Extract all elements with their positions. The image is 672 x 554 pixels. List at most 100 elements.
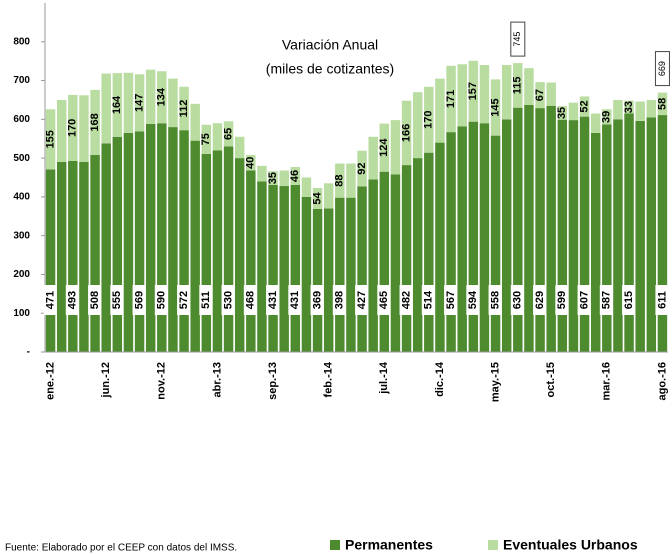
value-label: 572 xyxy=(178,291,190,309)
label-box xyxy=(555,285,570,315)
bar-segment xyxy=(90,155,100,352)
y-tick-label: - xyxy=(27,347,30,358)
x-tick-label: ene.-12 xyxy=(44,362,56,400)
bar-segment xyxy=(179,86,189,131)
label-box xyxy=(533,285,548,315)
bar-segment xyxy=(190,140,200,352)
y-tick-label: 500 xyxy=(13,153,30,164)
value-label: 630 xyxy=(512,291,524,309)
bar-segment xyxy=(45,109,56,170)
bar-segment xyxy=(201,153,212,352)
value-label: 35 xyxy=(267,172,279,184)
bar-segment xyxy=(424,86,434,153)
x-tick-label: sep.-13 xyxy=(267,362,279,400)
bar-segment xyxy=(257,165,267,182)
bar-segment xyxy=(401,165,412,352)
bar-segment xyxy=(279,186,289,352)
bar-segment xyxy=(446,132,456,352)
label-box xyxy=(288,285,303,315)
bar-segment xyxy=(568,102,579,121)
bar-segment xyxy=(134,74,145,132)
value-label: 482 xyxy=(400,291,412,309)
bar-segment xyxy=(246,170,256,352)
total-box xyxy=(654,51,670,87)
bar-segment xyxy=(657,92,668,116)
x-tick-label: dic.-14 xyxy=(434,361,446,397)
x-tick-label: jul.-14 xyxy=(378,361,390,395)
bar-segment xyxy=(323,183,334,209)
label-box xyxy=(43,285,58,315)
bar-segment xyxy=(101,143,111,352)
y-tick-label: 400 xyxy=(13,192,30,203)
value-label: 590 xyxy=(156,291,168,309)
x-tick-label: oct.-15 xyxy=(545,362,557,397)
value-label: 88 xyxy=(334,174,346,186)
bar-segment xyxy=(234,158,245,352)
bar-segment xyxy=(56,99,67,162)
value-label: 157 xyxy=(467,82,479,100)
source: Fuente: Elaborado por el CEEP con datos … xyxy=(5,543,237,554)
bar-segment xyxy=(335,197,345,352)
y-tick-label: 100 xyxy=(13,308,30,319)
bar-segment xyxy=(145,123,156,352)
value-label: 147 xyxy=(133,94,145,112)
value-label: 170 xyxy=(67,119,79,137)
bar-segment xyxy=(390,174,401,352)
value-label: 65 xyxy=(222,128,234,140)
value-label: 33 xyxy=(623,101,635,113)
value-label: 587 xyxy=(601,291,613,309)
value-label: 155 xyxy=(44,130,56,148)
value-label: 569 xyxy=(133,291,145,309)
bar-segment xyxy=(501,119,512,352)
x-tick-label: may.-15 xyxy=(489,362,501,402)
bar-segment xyxy=(312,187,323,209)
bar-segment xyxy=(435,78,445,143)
value-label: 92 xyxy=(356,162,368,174)
bar-segment xyxy=(112,136,123,352)
label-box xyxy=(65,285,80,315)
value-label: 39 xyxy=(601,111,613,123)
bar-segment xyxy=(201,124,212,154)
value-label: 629 xyxy=(534,291,546,309)
y-tick-label: 600 xyxy=(13,114,30,125)
value-label: 124 xyxy=(378,138,390,157)
bar-segment xyxy=(424,152,434,352)
bar-segment xyxy=(145,69,156,124)
value-label: 615 xyxy=(623,291,635,309)
value-label: 558 xyxy=(489,291,501,309)
bar-segment xyxy=(435,142,445,352)
bar-segment xyxy=(657,115,668,352)
bar-segment xyxy=(56,161,67,352)
bar-segment xyxy=(45,169,56,352)
bar-segment xyxy=(301,196,312,352)
value-label: 530 xyxy=(222,291,234,309)
bar-segment xyxy=(179,130,189,352)
bar-segment xyxy=(123,132,134,352)
bar-segment xyxy=(635,120,645,352)
value-label: 508 xyxy=(89,291,101,309)
total-box xyxy=(510,21,526,57)
bar-segment xyxy=(212,150,223,352)
legend-label: Eventuales Urbanos xyxy=(503,537,638,553)
value-label: 166 xyxy=(400,124,412,142)
label-box xyxy=(177,285,192,315)
value-label: 164 xyxy=(111,95,123,114)
label-box xyxy=(399,285,414,315)
bar-segment xyxy=(168,127,178,352)
bar-segment xyxy=(379,171,390,352)
label-box xyxy=(221,285,236,315)
bar-segment xyxy=(368,136,378,180)
value-label: 607 xyxy=(578,291,590,309)
x-tick-label: jun.-12 xyxy=(100,362,112,398)
bar-segment xyxy=(379,123,390,172)
x-tick-label: nov.-12 xyxy=(156,362,168,400)
value-label: 54 xyxy=(311,191,323,204)
bar-segment xyxy=(268,184,278,352)
bar-segment xyxy=(468,121,479,352)
bar-segment xyxy=(368,179,378,352)
bar-segment xyxy=(646,117,657,353)
bar-segment xyxy=(535,108,545,353)
bar-segment xyxy=(513,63,523,108)
x-tick-label: feb.-14 xyxy=(323,361,335,397)
bar-segment xyxy=(590,113,601,133)
